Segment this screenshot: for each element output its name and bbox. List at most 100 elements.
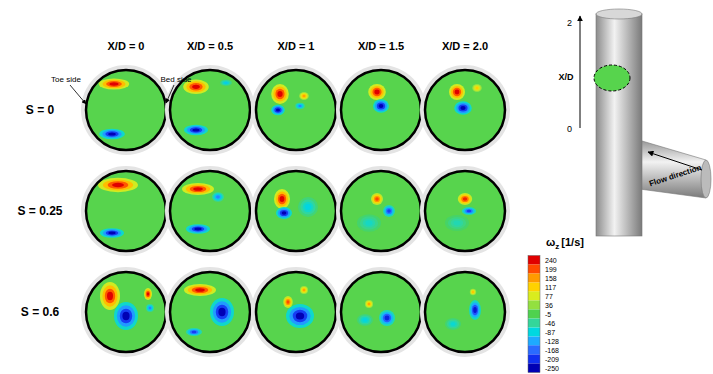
- flow-label: Flow direction: [648, 163, 702, 188]
- panel-background: [341, 70, 421, 150]
- colorbar-swatch: [528, 319, 540, 328]
- vortex-level: [192, 128, 199, 131]
- annotation: Bed side: [160, 75, 192, 84]
- panel-background: [256, 70, 336, 150]
- inset-axis-label: X/D: [558, 72, 574, 82]
- column-header: X/D = 0.5: [187, 40, 233, 52]
- colorbar-tick-label: -209: [545, 356, 559, 363]
- vortex-level: [302, 288, 306, 292]
- vortex-level: [190, 127, 202, 132]
- panel-halo: [336, 267, 426, 357]
- vortex-level: [445, 215, 469, 231]
- panel: [170, 272, 250, 352]
- panel-outline: [256, 272, 336, 352]
- vortex-level: [145, 289, 151, 298]
- vortex-level: [213, 193, 222, 200]
- vortex-level: [455, 90, 460, 95]
- inset: 02X/DFlow direction: [558, 9, 711, 236]
- vortex-level: [454, 101, 472, 115]
- vortex-level: [473, 85, 480, 91]
- vortex-level: [108, 132, 116, 135]
- panel-halo: [81, 166, 171, 256]
- vortex-level: [189, 225, 207, 232]
- vortex-level: [187, 126, 205, 134]
- vortex-level: [189, 83, 202, 90]
- vortex-level: [147, 305, 153, 311]
- vortex-level: [298, 197, 318, 217]
- vortex-level: [193, 187, 203, 191]
- panel-halo: [165, 267, 255, 357]
- panel-background: [86, 272, 166, 352]
- main-pipe: [596, 14, 642, 236]
- vortex-level: [276, 207, 292, 219]
- vortex-level: [372, 88, 381, 96]
- vortex-level: [299, 105, 302, 107]
- vortex-level: [451, 86, 463, 98]
- colorbar-swatch: [528, 309, 540, 318]
- annotation-arrow: [166, 85, 174, 103]
- figure: X/D = 0X/D = 0.5X/D = 1X/D = 1.5X/D = 2.…: [0, 0, 713, 374]
- vortex-level: [361, 317, 369, 323]
- panel: [256, 272, 336, 352]
- colorbar-label: ωz[1/s]: [546, 236, 584, 251]
- panel-outline: [425, 171, 505, 251]
- vortex-level: [186, 224, 210, 234]
- panel-outline: [256, 171, 336, 251]
- inset-tick-label: 2: [567, 18, 572, 28]
- panel: [86, 171, 166, 251]
- vortex-level: [190, 330, 198, 334]
- vortex-level: [305, 204, 311, 210]
- vortex-level: [106, 231, 118, 236]
- vortex-level: [365, 300, 373, 308]
- colorbar-tick-label: -250: [545, 365, 559, 372]
- vortex-level: [453, 221, 460, 226]
- vortex-level: [303, 289, 305, 291]
- vortex-level: [287, 300, 290, 304]
- panel-halo: [420, 65, 510, 155]
- vortex-level: [379, 310, 395, 326]
- vortex-level: [445, 318, 461, 330]
- vortex-level: [365, 220, 372, 225]
- vortex-level: [276, 191, 288, 206]
- panel-outline: [256, 70, 336, 150]
- panel: [86, 272, 166, 352]
- vortex-level: [301, 287, 307, 293]
- colorbar: 2401991581177736-5-46-87-128-168-209-250…: [528, 236, 584, 373]
- vortex-level: [122, 312, 129, 320]
- vortex-level: [278, 194, 286, 204]
- vortex-level: [448, 217, 466, 229]
- vortex-level: [108, 232, 115, 235]
- vortex-level: [300, 286, 308, 294]
- annotation: Toe side: [51, 75, 81, 84]
- vortex-level: [372, 194, 381, 203]
- vortex-level: [381, 312, 393, 324]
- vortex-level: [109, 82, 118, 85]
- annotation-arrow: [70, 85, 86, 104]
- vortex-level: [469, 300, 481, 320]
- panel-halo: [165, 166, 255, 256]
- row-label: S = 0.6: [21, 305, 60, 319]
- unit: [1/s]: [561, 236, 584, 248]
- panel-halo: [81, 65, 171, 155]
- vortex-level: [471, 290, 474, 293]
- vortex-level: [472, 291, 474, 293]
- colorbar-tick-label: 158: [545, 275, 557, 282]
- panel-outline: [341, 70, 421, 150]
- vortex-level: [465, 209, 472, 213]
- vortex-level: [299, 92, 309, 100]
- colorbar-swatch: [528, 337, 540, 346]
- vortex-level: [188, 329, 200, 335]
- panel-halo: [420, 166, 510, 256]
- vortex-level: [366, 301, 372, 307]
- colorbar-tick-label: 77: [545, 293, 553, 300]
- vortex-level: [375, 197, 379, 201]
- vortex-level: [117, 305, 135, 326]
- colorbar-swatch: [528, 255, 540, 264]
- vortex-level: [271, 84, 289, 104]
- vortex-level: [273, 106, 283, 114]
- vortex-level: [100, 228, 124, 238]
- column-header: X/D = 1: [278, 40, 315, 52]
- vortex-level: [106, 81, 122, 87]
- vortex-level: [370, 86, 383, 98]
- vortex-level: [195, 288, 205, 292]
